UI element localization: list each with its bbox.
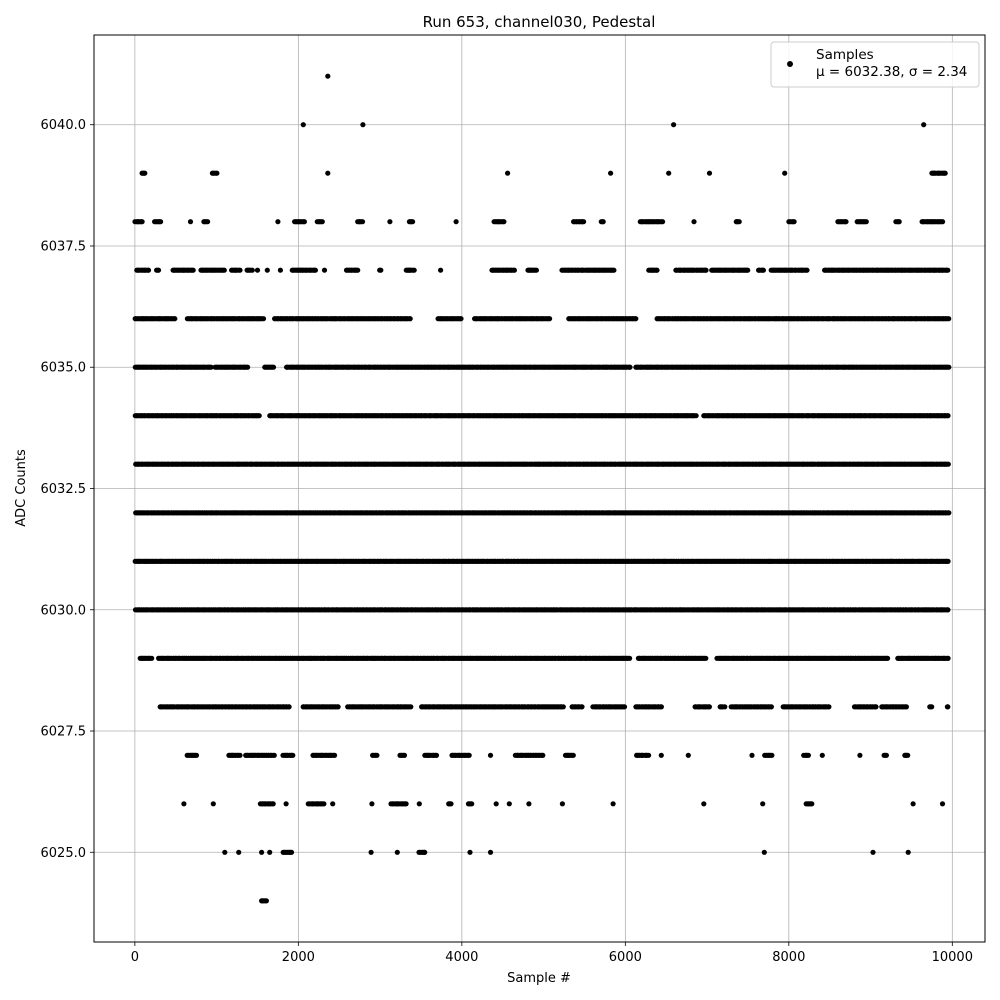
data-point — [190, 267, 196, 273]
data-point — [691, 219, 697, 225]
data-point — [608, 170, 614, 176]
data-point — [666, 170, 672, 176]
data-point — [387, 219, 393, 225]
data-point — [155, 267, 162, 273]
data-point — [946, 510, 952, 516]
data-point — [581, 219, 587, 225]
data-point — [547, 316, 553, 322]
data-point — [453, 219, 459, 225]
data-point — [300, 122, 306, 128]
data-point — [945, 461, 951, 467]
data-point — [301, 219, 307, 225]
data-point — [410, 219, 416, 225]
data-point — [745, 267, 751, 273]
data-point — [945, 267, 951, 273]
data-point — [946, 364, 952, 370]
data-point — [627, 364, 633, 370]
data-point — [438, 267, 444, 273]
data-point — [221, 267, 227, 273]
data-point — [270, 364, 277, 370]
data-point — [533, 267, 540, 273]
data-point — [275, 219, 281, 225]
chart-title: Run 653, channel030, Pedestal — [423, 13, 656, 31]
data-points — [132, 73, 952, 904]
data-point — [946, 316, 952, 322]
data-point — [355, 267, 361, 273]
data-point — [158, 219, 164, 225]
data-point — [940, 219, 946, 225]
data-point — [256, 413, 262, 419]
data-point — [945, 413, 951, 419]
data-point — [172, 316, 178, 322]
data-point — [360, 122, 366, 128]
data-point — [458, 316, 464, 322]
data-point — [214, 170, 220, 176]
data-point — [249, 267, 255, 273]
data-point — [237, 267, 243, 273]
data-point — [505, 170, 511, 176]
data-point — [760, 267, 767, 273]
data-point — [321, 267, 328, 273]
data-point — [139, 219, 145, 225]
data-point — [205, 219, 211, 225]
data-point — [187, 219, 194, 225]
data-point — [843, 219, 849, 225]
data-point — [407, 316, 413, 322]
data-point — [325, 170, 331, 176]
data-point — [600, 219, 606, 225]
data-point — [736, 219, 742, 225]
data-point — [703, 267, 709, 273]
data-point — [142, 170, 148, 176]
data-point — [942, 170, 948, 176]
data-point — [660, 219, 666, 225]
data-point — [791, 219, 797, 225]
data-point — [245, 364, 251, 370]
data-point — [312, 267, 318, 273]
data-point — [671, 122, 677, 128]
data-point — [804, 267, 810, 273]
data-point — [633, 316, 639, 322]
data-point — [921, 122, 927, 128]
data-point — [706, 170, 713, 176]
data-point — [693, 413, 699, 419]
data-point — [501, 219, 507, 225]
data-point — [264, 267, 270, 273]
data-point — [654, 267, 660, 273]
data-point — [260, 316, 267, 322]
data-point — [863, 219, 869, 225]
data-point — [254, 267, 261, 273]
data-point — [411, 267, 417, 273]
data-point — [208, 364, 214, 370]
data-point — [359, 219, 366, 225]
data-point — [611, 267, 617, 273]
data-point — [325, 73, 331, 79]
data-point — [277, 267, 283, 273]
data-point — [511, 267, 517, 273]
data-point — [945, 558, 951, 564]
data-point — [896, 219, 902, 225]
data-point — [378, 267, 384, 273]
data-point — [145, 267, 152, 273]
data-point — [319, 219, 325, 225]
data-point — [782, 170, 788, 176]
